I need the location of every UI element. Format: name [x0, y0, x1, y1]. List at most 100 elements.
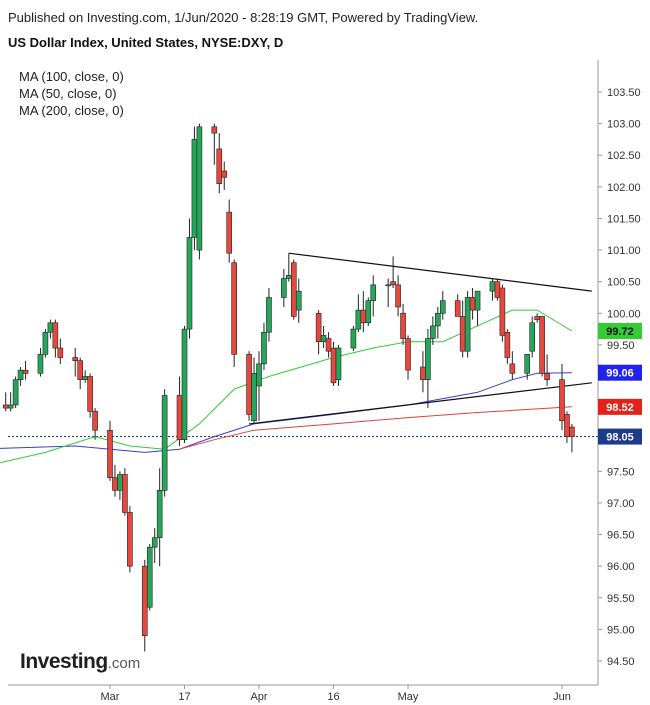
candle: [281, 269, 287, 307]
chart-title: US Dollar Index, United States, NYSE:DXY…: [8, 35, 284, 50]
candle: [544, 354, 550, 386]
candle: [355, 294, 362, 333]
candle: [256, 351, 262, 421]
candle-body: [315, 312, 322, 343]
candle-body: [47, 322, 54, 333]
candle-body: [360, 309, 367, 324]
candle-body: [57, 347, 64, 358]
candle: [122, 468, 128, 516]
y-tick-label: 95.00: [607, 624, 635, 636]
candle: [474, 290, 481, 326]
candle: [146, 544, 153, 611]
published-notice: Published on Investing.com, 1/Jun/2020 -…: [8, 10, 479, 25]
candle-body: [2, 404, 9, 409]
candle-body: [92, 410, 98, 431]
legend-ma-200[interactable]: MA (200, close, 0): [19, 103, 124, 118]
legend-ma-50[interactable]: MA (50, close, 0): [19, 86, 117, 101]
candle: [534, 313, 540, 323]
candle-body: [37, 354, 44, 374]
candle: [2, 392, 9, 412]
candle: [286, 253, 292, 282]
y-tick-label: 103.50: [607, 87, 641, 99]
x-tick-label: May: [398, 691, 419, 703]
candle: [559, 363, 565, 431]
candle: [127, 506, 133, 573]
candle: [72, 348, 79, 377]
candle-body: [52, 322, 59, 349]
candle-body: [564, 414, 570, 437]
y-tick-label: 102.00: [607, 182, 641, 194]
candle: [77, 357, 83, 390]
price-label: 99.06: [598, 364, 642, 381]
candle: [489, 278, 496, 301]
candle-body: [261, 331, 267, 365]
candle-body: [12, 379, 19, 406]
candle-body: [127, 512, 133, 567]
candle: [22, 360, 29, 380]
candle: [191, 126, 198, 251]
candle-body: [474, 290, 481, 311]
candle-body: [7, 404, 14, 409]
price-label-box: [598, 428, 642, 445]
candle: [92, 408, 98, 440]
candle: [494, 278, 501, 301]
candle-body: [464, 297, 471, 352]
candle: [454, 294, 461, 317]
y-tick-label: 102.50: [607, 150, 641, 162]
candle: [469, 287, 476, 320]
y-tick-label: 96.00: [607, 561, 635, 573]
candle-body: [365, 300, 372, 324]
candle-body: [22, 369, 29, 374]
candle: [430, 316, 436, 345]
candle: [156, 468, 163, 567]
legend-ma-100[interactable]: MA (100, close, 0): [19, 69, 124, 84]
candle-body: [435, 312, 441, 327]
candle-body: [107, 429, 113, 478]
candle-body: [122, 474, 128, 513]
candle: [420, 351, 426, 393]
candle-body: [405, 338, 411, 371]
candle: [400, 303, 406, 345]
candle-body: [246, 354, 252, 415]
candle: [350, 325, 357, 352]
x-tick-label: 16: [327, 691, 339, 703]
candle-body: [569, 426, 575, 437]
candle-body: [330, 347, 337, 384]
candle-body: [211, 126, 218, 134]
candle: [251, 357, 257, 424]
indicator-legend: MA (100, close, 0) MA (50, close, 0) MA …: [19, 68, 124, 119]
candle: [509, 351, 516, 380]
y-tick-label: 94.50: [607, 656, 635, 668]
candle: [539, 316, 545, 377]
candle-body: [87, 376, 93, 412]
y-tick-label: 103.00: [607, 119, 641, 131]
candle-body: [281, 278, 287, 298]
price-label-box: [598, 322, 642, 339]
candle: [395, 275, 401, 317]
candle-body: [295, 290, 302, 311]
candle: [57, 338, 64, 364]
candle: [315, 310, 322, 355]
candle-body: [489, 281, 496, 292]
candle-body: [151, 537, 158, 548]
candle: [325, 332, 332, 358]
trend-line-upper: [288, 252, 592, 292]
trend-line-lower: [249, 382, 592, 425]
candle-body: [112, 477, 118, 491]
candle-body: [251, 373, 257, 422]
candle: [370, 275, 377, 317]
candle: [186, 218, 193, 339]
price-label: 98.52: [598, 398, 642, 415]
candle: [151, 528, 158, 564]
candle-body: [176, 395, 183, 441]
candle-body: [117, 474, 123, 491]
price-label-text: 99.72: [606, 326, 634, 338]
candle: [295, 278, 302, 323]
candle-body: [350, 328, 357, 349]
candle-body: [325, 338, 332, 352]
candle: [464, 291, 471, 358]
candle-body: [77, 360, 83, 380]
ma-line: [179, 406, 572, 450]
candle-body: [400, 312, 406, 339]
